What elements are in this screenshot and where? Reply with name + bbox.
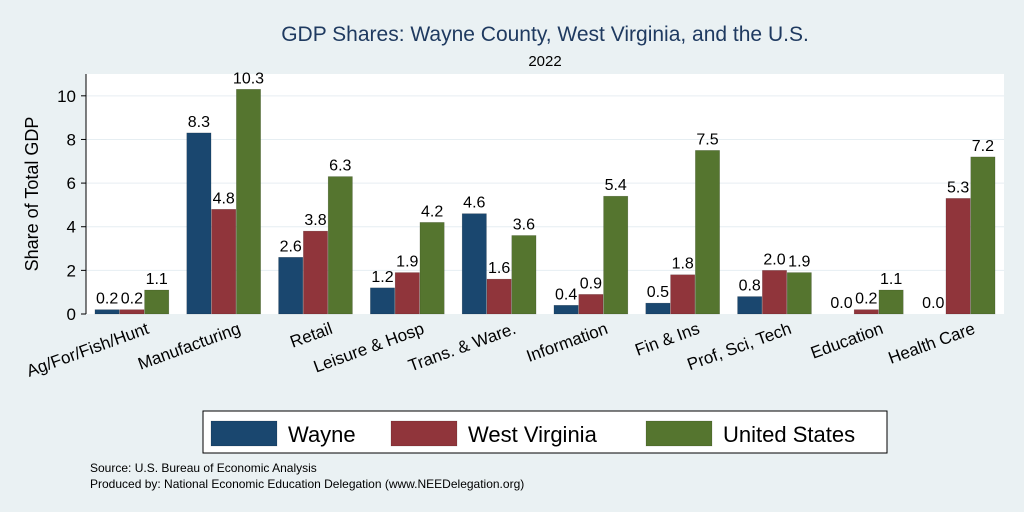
bar [186, 132, 212, 315]
y-tick-label: 10 [57, 87, 76, 106]
y-tick-label: 8 [67, 130, 76, 149]
legend-swatch [645, 420, 713, 447]
bar [603, 195, 629, 315]
y-axis-title: Share of Total GDP [22, 117, 42, 272]
source-note: Source: U.S. Bureau of Economic Analysis [90, 461, 317, 475]
y-axis-ticks: 0 2 4 6 8 10 [57, 87, 86, 324]
data-label: 0.2 [855, 291, 877, 308]
data-label: 0.9 [580, 275, 602, 292]
bar [486, 278, 512, 315]
bar [695, 150, 720, 315]
x-tick-label: Prof, Sci, Tech [685, 319, 794, 374]
bar [786, 272, 812, 315]
bar [511, 235, 537, 315]
legend: Wayne West Virginia United States [202, 410, 888, 454]
data-label: 0.2 [96, 291, 118, 308]
bar [878, 289, 904, 315]
data-label: 3.8 [304, 212, 326, 229]
bar [645, 302, 671, 315]
data-label: 1.9 [788, 254, 810, 271]
data-label: 4.8 [213, 190, 235, 207]
bar [670, 274, 696, 315]
data-label: 1.1 [146, 271, 168, 288]
data-label: 2.6 [280, 238, 302, 255]
data-labels: 0.2 0.21.18.34.810.32.63.86.31.21.94.24.6… [96, 70, 994, 312]
produced-note: Produced by: National Economic Education… [90, 477, 524, 491]
legend-swatch [210, 420, 278, 447]
chart-title: GDP Shares: Wayne County, West Virginia,… [281, 23, 809, 46]
data-label: 0.8 [739, 278, 761, 295]
y-tick-label: 0 [67, 305, 76, 324]
x-tick-label: Health Care [886, 319, 978, 368]
bar [578, 294, 604, 315]
data-label: 0.5 [647, 284, 669, 301]
legend-label: United States [723, 422, 855, 447]
data-label: 7.5 [696, 131, 718, 148]
bar [762, 270, 787, 315]
data-label: 6.3 [329, 158, 351, 175]
data-label: 0.4 [555, 286, 577, 303]
data-label: 7.2 [972, 138, 994, 155]
legend-label: Wayne [288, 422, 356, 447]
chart-subtitle: 2022 [528, 53, 561, 70]
data-label: 2.0 [763, 251, 785, 268]
bar [553, 305, 579, 315]
bar [394, 272, 420, 315]
data-label: 1.8 [672, 256, 694, 273]
data-label: 1.9 [396, 254, 418, 271]
data-label: 0.0 [830, 295, 852, 312]
bar [461, 213, 487, 315]
x-tick-label: Information [524, 319, 610, 366]
data-label: 0.2 [121, 291, 143, 308]
legend-label: West Virginia [468, 422, 598, 447]
data-label: 1.6 [488, 260, 510, 277]
y-tick-label: 4 [67, 218, 76, 237]
bar [303, 230, 328, 315]
bar [236, 89, 261, 315]
data-label: 1.1 [880, 271, 902, 288]
data-label: 8.3 [188, 114, 210, 131]
data-label: 10.3 [233, 70, 264, 87]
bar [211, 209, 237, 315]
data-label: 0.0 [922, 295, 944, 312]
y-tick-label: 2 [67, 261, 76, 280]
data-label: 5.3 [947, 179, 969, 196]
bar [278, 257, 304, 315]
bar [370, 287, 395, 315]
bar [119, 309, 145, 315]
data-label: 1.2 [371, 269, 393, 286]
x-tick-label: Retail [288, 319, 335, 352]
bar [970, 156, 996, 315]
bar [945, 198, 971, 315]
bars [94, 89, 996, 315]
bar [853, 309, 879, 315]
data-label: 3.6 [513, 216, 535, 233]
data-label: 4.6 [463, 195, 485, 212]
bar [144, 289, 170, 315]
bar [94, 309, 120, 315]
bar [327, 176, 353, 315]
bar [419, 222, 445, 315]
legend-swatch [390, 420, 458, 447]
bar [737, 296, 763, 315]
x-tick-label: Manufacturing [135, 319, 243, 374]
x-tick-label: Education [808, 319, 886, 363]
x-tick-label: Ag/For/Fish/Hunt [24, 319, 151, 381]
legend-box [202, 410, 888, 454]
y-tick-label: 6 [67, 174, 76, 193]
data-label: 4.2 [421, 203, 443, 220]
data-label: 5.4 [605, 177, 627, 194]
